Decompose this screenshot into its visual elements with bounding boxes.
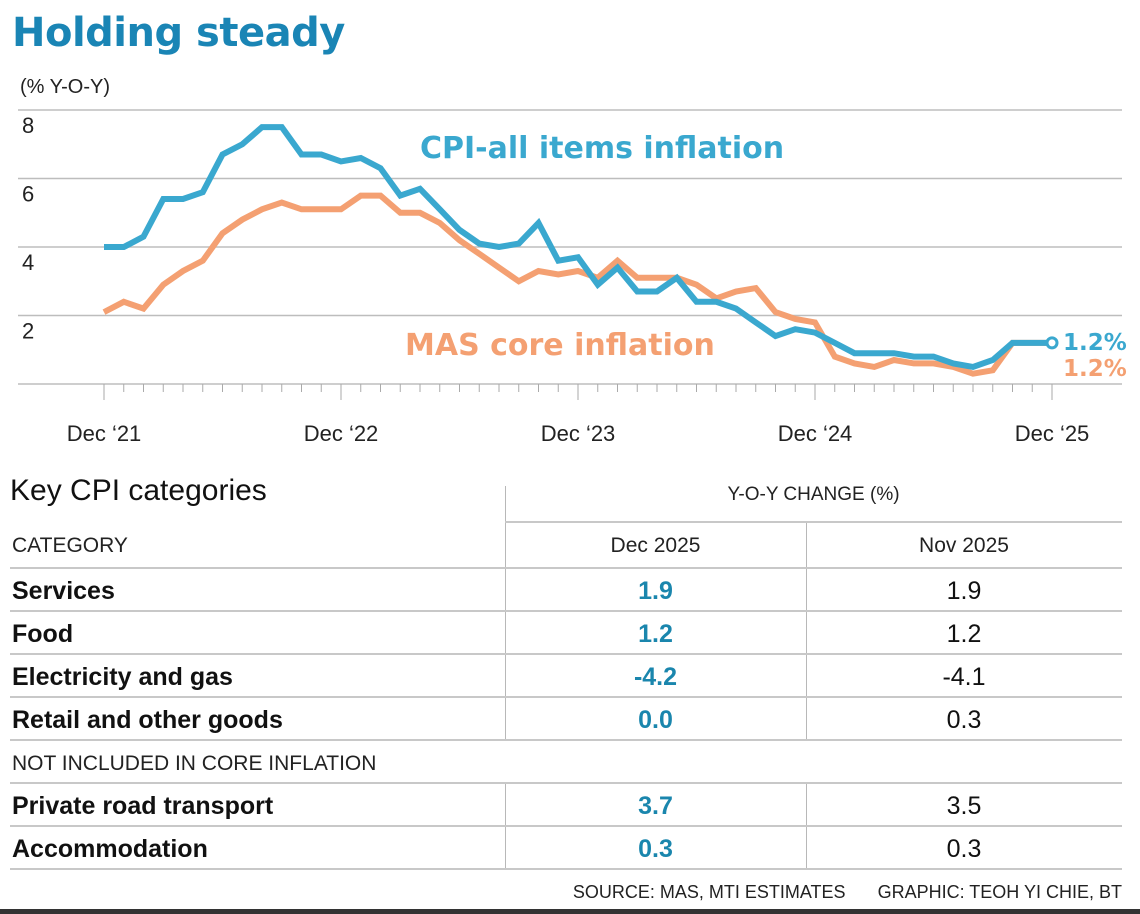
category-name: Food (12, 620, 74, 648)
category-header: CATEGORY (12, 534, 128, 557)
x-tick-label: Dec ‘21 (67, 421, 142, 446)
column-header-nov: Nov 2025 (919, 534, 1009, 557)
divider (10, 868, 1122, 870)
section-label: NOT INCLUDED IN CORE INFLATION (12, 752, 377, 775)
chart-title: Holding steady (12, 10, 345, 56)
series-label-cpi: CPI-all items inflation (420, 131, 784, 166)
end-label-cpi: 1.2% (1063, 330, 1127, 356)
end-label-core: 1.2% (1063, 356, 1127, 382)
divider (10, 825, 1122, 827)
y-tick-label: 4 (22, 250, 34, 275)
divider (10, 782, 1122, 784)
table-row: Retail and other goods 0.0 0.3 (0, 698, 1122, 741)
footer: SOURCE: MAS, MTI ESTIMATES GRAPHIC: TEOH… (573, 882, 1122, 903)
category-name: Private road transport (12, 792, 274, 820)
y-tick-label: 6 (22, 182, 34, 207)
category-name: Retail and other goods (12, 706, 283, 734)
series-label-core: MAS core inflation (405, 328, 715, 363)
table-row: Accommodation 0.3 0.3 (0, 827, 1122, 870)
divider (10, 610, 1122, 612)
bottom-rule (0, 909, 1140, 914)
nov-value: 1.2 (946, 620, 982, 648)
divider (10, 567, 1122, 569)
divider (10, 653, 1122, 655)
table-row: Private road transport 3.7 3.5 (0, 784, 1122, 827)
column-header-dec: Dec 2025 (610, 534, 701, 557)
category-name: Services (12, 577, 115, 605)
table-row: Services 1.9 1.9 (0, 569, 1122, 612)
nov-value: 0.3 (946, 835, 982, 863)
y-axis-label: (% Y-O-Y) (20, 76, 111, 98)
divider (505, 521, 1122, 523)
table-row: Food 1.2 1.2 (0, 612, 1122, 655)
nov-value: 3.5 (946, 792, 982, 820)
nov-value: 0.3 (946, 706, 982, 734)
y-tick-label: 8 (22, 113, 34, 138)
table-title: Key CPI categories (10, 474, 267, 507)
dec-value: 0.3 (638, 835, 673, 863)
x-tick-label: Dec ‘22 (304, 421, 379, 446)
dec-value: 1.2 (638, 620, 673, 648)
divider (10, 696, 1122, 698)
nov-value: 1.9 (946, 577, 982, 605)
table-row: Electricity and gas -4.2 -4.1 (0, 655, 1122, 698)
dec-value: 1.9 (638, 577, 673, 605)
graphic-credit: GRAPHIC: TEOH YI CHIE, BT (877, 882, 1122, 902)
line-chart: 8 6 4 2 Dec ‘21 Dec ‘22 Dec ‘23 Dec ‘24 Dec ‘25… (18, 109, 1127, 446)
group-header: Y-O-Y CHANGE (%) (727, 484, 900, 505)
category-name: Accommodation (12, 835, 208, 863)
divider (806, 522, 807, 740)
dec-value: -4.2 (633, 663, 678, 691)
core-line (102, 192, 1052, 377)
cpi-line (104, 124, 1052, 370)
divider (10, 739, 1122, 741)
x-tick-label: Dec ‘24 (778, 421, 853, 446)
divider (505, 486, 506, 740)
nov-value: -4.1 (942, 663, 986, 691)
dec-value: 3.7 (638, 792, 673, 820)
category-name: Electricity and gas (12, 663, 233, 691)
y-tick-label: 2 (22, 319, 34, 344)
x-tick-label: Dec ‘23 (541, 421, 616, 446)
dec-value: 0.0 (638, 706, 673, 734)
x-tick-label: Dec ‘25 (1015, 421, 1090, 446)
end-marker (1045, 336, 1059, 350)
source-credit: SOURCE: MAS, MTI ESTIMATES (572, 882, 846, 902)
